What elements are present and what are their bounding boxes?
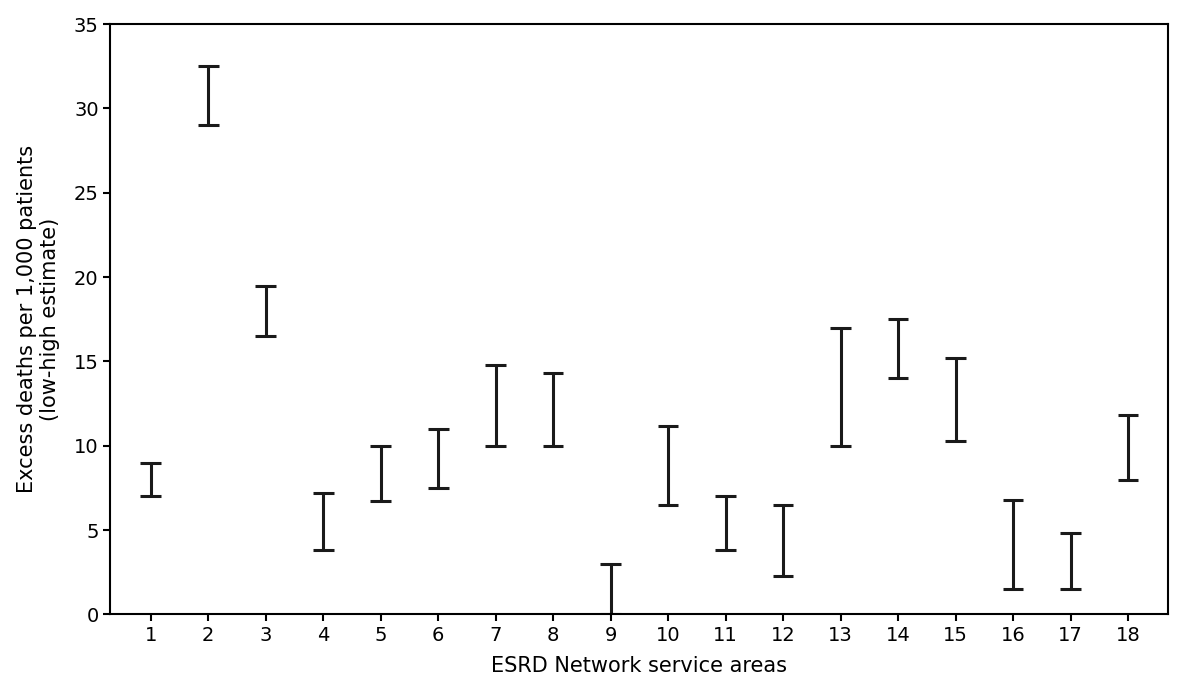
Y-axis label: Excess deaths per 1,000 patients
(low-high estimate): Excess deaths per 1,000 patients (low-hi… — [17, 146, 60, 493]
X-axis label: ESRD Network service areas: ESRD Network service areas — [492, 656, 787, 676]
